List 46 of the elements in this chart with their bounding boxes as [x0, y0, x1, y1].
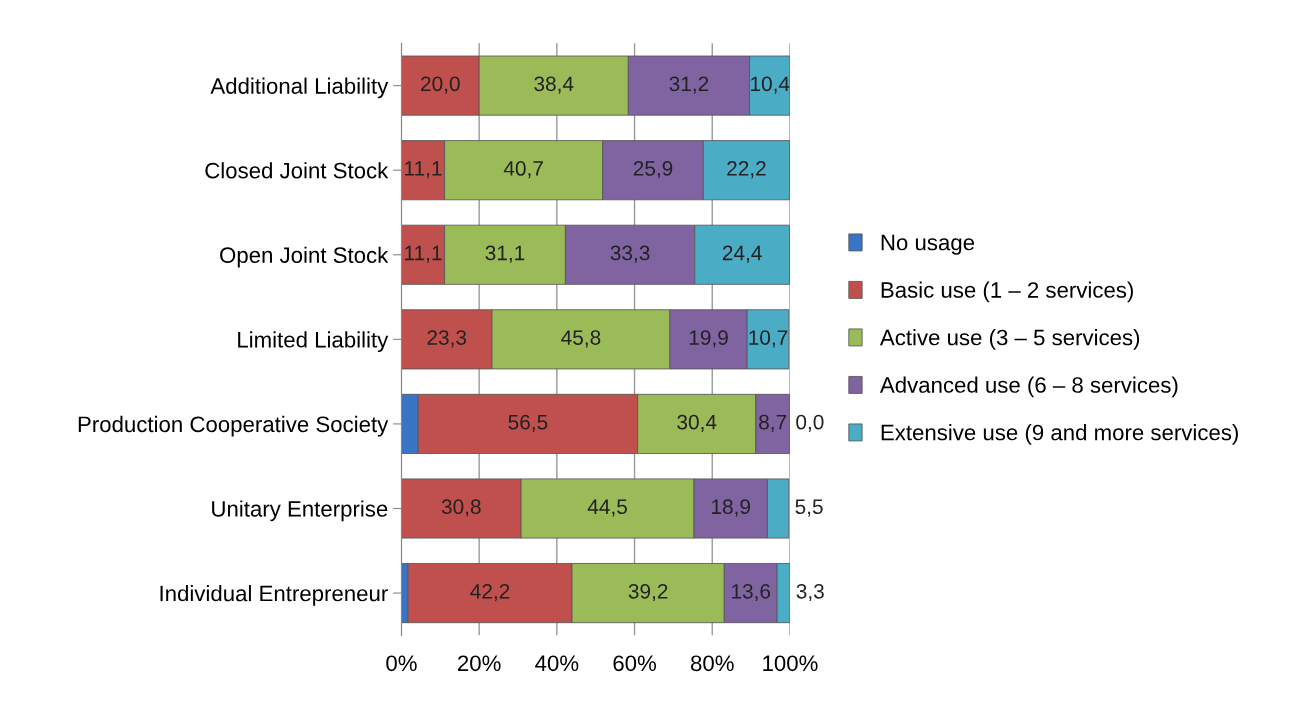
data-label: 10,7	[749, 330, 788, 348]
data-label: 33,3	[610, 245, 650, 263]
data-label: 20,0	[421, 76, 460, 94]
data-label: 39,2	[628, 583, 668, 602]
data-label: 38,4	[534, 76, 574, 94]
data-label: 8,7	[759, 414, 787, 432]
y-tick-label: Closed Joint Stock	[205, 162, 389, 179]
data-label: 22,2	[727, 161, 766, 179]
data-label: 23,3	[427, 330, 467, 348]
y-tick-label: Open Joint Stock	[220, 246, 389, 268]
data-label: 11,1	[405, 245, 442, 263]
data-label: 0,0	[796, 414, 824, 432]
y-tick-label: Additional Liability	[210, 77, 389, 99]
data-label: 11,1	[405, 161, 442, 179]
data-label: 31,1	[485, 245, 525, 263]
y-tick-label: Limited Liability	[238, 331, 389, 352]
data-label: 13,6	[732, 583, 771, 602]
data-label: 40,7	[503, 161, 543, 179]
y-tick-label: Production Cooperative Society	[78, 415, 389, 437]
legend-label: Advanced use (6 – 8 services)	[879, 376, 1178, 398]
y-tick-label: Individual Entrepreneur	[160, 585, 388, 606]
data-label: 44,5	[587, 499, 627, 517]
data-label: 42,2	[470, 583, 510, 602]
data-label: 31,2	[669, 76, 709, 94]
data-label: 56,5	[508, 414, 548, 432]
data-label: 25,9	[633, 161, 673, 179]
x-tick-label: 60%	[613, 655, 656, 672]
data-label: 24,4	[722, 245, 762, 263]
data-label: 5,5	[795, 499, 823, 517]
data-label: 45,8	[561, 330, 601, 348]
data-label: 30,8	[441, 499, 481, 517]
legend-label: Extensive use (9 and more services)	[881, 424, 1238, 445]
data-label: 18,9	[712, 499, 750, 517]
data-label: 19,9	[689, 330, 728, 348]
x-tick-label: 40%	[535, 655, 579, 672]
y-tick-label: Unitary Enterprise	[212, 500, 388, 522]
data-label: 10,4	[751, 76, 790, 94]
x-tick-label: 0%	[386, 655, 417, 672]
x-tick-label: 80%	[690, 655, 734, 672]
legend-label: Active use (3 – 5 services)	[879, 329, 1140, 350]
data-label: 30,4	[677, 414, 717, 432]
legend-label: No usage	[881, 234, 975, 255]
x-tick-label: 100%	[763, 655, 818, 672]
x-tick-label: 20%	[458, 655, 501, 672]
legend-label: Basic use (1 – 2 services)	[881, 281, 1133, 303]
data-label: 3,3	[796, 583, 824, 602]
